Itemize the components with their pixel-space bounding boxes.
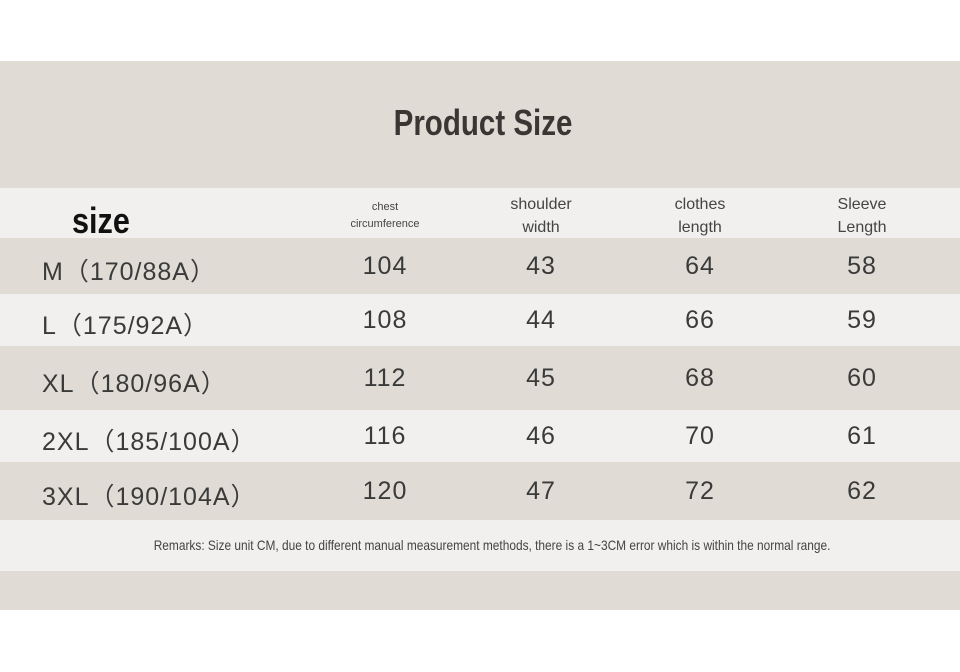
- cell: 120: [362, 477, 408, 505]
- cell: 60: [847, 364, 877, 392]
- header-cell: shoulder: [510, 196, 572, 213]
- remark: Remarks: Size unit CM, due to different …: [154, 537, 831, 553]
- remark-row-bg: [0, 520, 960, 571]
- row-bg: [0, 238, 960, 294]
- cell: 61: [847, 422, 877, 450]
- row-label: 3XL（190/104A）: [42, 483, 257, 511]
- cell: 70: [685, 422, 715, 450]
- cell: 112: [363, 364, 407, 392]
- row-label: M（170/88A）: [42, 258, 216, 286]
- cell: 43: [526, 252, 556, 280]
- header-cell: width: [522, 219, 560, 236]
- cell: 116: [363, 422, 407, 450]
- cell: 64: [685, 252, 715, 280]
- header-cell: Sleeve: [837, 196, 887, 213]
- cell: 66: [685, 306, 715, 334]
- header-cell: size: [72, 200, 130, 241]
- cell: 59: [847, 306, 877, 334]
- header-cell: circumference: [350, 218, 420, 230]
- header-cell: chest: [371, 201, 399, 213]
- cell: 68: [685, 364, 715, 392]
- row-label: XL（180/96A）: [42, 370, 227, 398]
- header-cell: Length: [837, 219, 887, 236]
- row-bg: [0, 346, 960, 410]
- row-label: 2XL（185/100A）: [42, 428, 257, 456]
- title: Product Size: [393, 102, 573, 143]
- row-label: L（175/92A）: [42, 312, 210, 340]
- cell: 44: [526, 306, 556, 334]
- cell: 46: [526, 422, 556, 450]
- row-bg: [0, 294, 960, 346]
- cell: 104: [362, 252, 408, 280]
- row-bg: [0, 462, 960, 520]
- cell: 62: [847, 477, 877, 505]
- header-row-bg: [0, 188, 960, 238]
- header-cell: length: [678, 219, 722, 236]
- cell: 45: [526, 364, 556, 392]
- cell: 72: [685, 477, 715, 505]
- cell: 47: [526, 477, 556, 505]
- row-bg: [0, 410, 960, 462]
- cell: 108: [362, 306, 408, 334]
- header-cell: clothes: [674, 196, 726, 213]
- cell: 58: [847, 252, 877, 280]
